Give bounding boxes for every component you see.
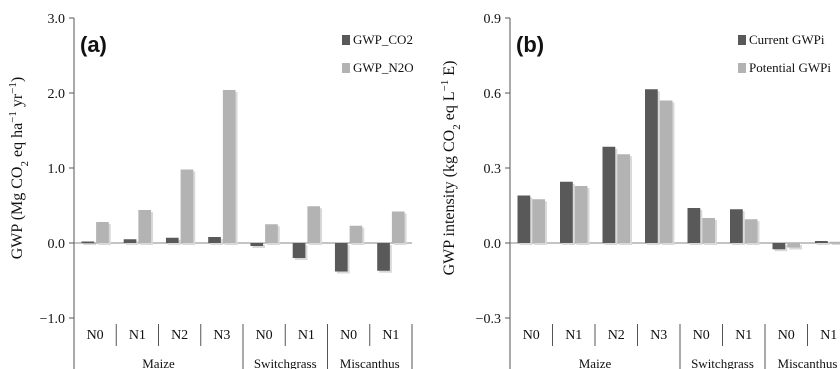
category-label: N3 (650, 328, 667, 343)
bar-potential-gwpi (787, 243, 800, 248)
group-label: Switchgrass (691, 356, 754, 369)
legend-swatch (738, 63, 746, 73)
category-label: N1 (565, 328, 582, 343)
legend-label: Current GWPi (749, 32, 825, 47)
bar-shadow (83, 243, 97, 245)
bar-gwp-co2 (165, 237, 179, 243)
bar-gwp-n2o (349, 225, 363, 243)
group-label: Miscanthus (340, 356, 400, 369)
legend-label: Potential GWPi (749, 60, 831, 75)
bar-gwp-co2 (208, 237, 221, 243)
bar-gwp-n2o (391, 211, 405, 243)
legend-label: GWP_N2O (353, 60, 414, 75)
bar-shadow (252, 245, 266, 248)
group-label: Miscanthus (778, 356, 838, 369)
legend-swatch (342, 35, 350, 45)
category-label: N0 (693, 328, 710, 343)
bar-current-gwpi (560, 181, 573, 243)
bar-shadow (817, 243, 830, 245)
y-tick-label: 2.0 (48, 87, 66, 102)
bar-shadow (125, 241, 139, 245)
bar-potential-gwpi (659, 100, 673, 243)
y-tick-label: 0.0 (484, 237, 502, 252)
category-label: N2 (608, 328, 625, 343)
category-label: N1 (298, 328, 315, 343)
bar-gwp-n2o (180, 169, 194, 243)
bar-potential-gwpi (617, 154, 630, 243)
bar-gwp-n2o (307, 206, 321, 243)
bar-potential-gwpi (532, 199, 545, 243)
bar-potential-gwpi (574, 186, 588, 243)
category-label: N3 (213, 328, 230, 343)
bar-potential-gwpi (744, 219, 758, 243)
legend-swatch (342, 63, 350, 73)
group-label: Maize (142, 356, 175, 369)
category-label: N1 (129, 328, 146, 343)
y-tick-label: 0.6 (484, 87, 502, 102)
category-label: N1 (735, 328, 752, 343)
chart-panel-2: −0.3 0.0 0.3 0.6 0.9 N0 N1 N2 N3 N0 N1 N0 N1 Maize Swi… (439, 12, 840, 369)
bar-gwp-co2 (123, 239, 137, 243)
y-axis-label: GWP (Mg CO2 eq ha−1 yr−1) (7, 77, 31, 260)
y-tick-label: −0.3 (476, 312, 501, 327)
category-label: N2 (171, 328, 188, 343)
panel-label: (b) (516, 32, 544, 57)
bar-current-gwpi (687, 208, 701, 243)
y-tick-label: −1.0 (40, 312, 65, 327)
panel-label: (a) (80, 32, 107, 57)
y-tick-label: 1.0 (48, 162, 66, 177)
bar-gwp-co2 (81, 241, 95, 243)
bar-gwp-co2 (292, 243, 306, 258)
bar-current-gwpi (730, 209, 743, 243)
bar-gwp-n2o (138, 210, 152, 243)
y-tick-label: 3.0 (48, 12, 66, 27)
category-label: N0 (523, 328, 540, 343)
bar-gwp-co2 (377, 243, 390, 271)
group-label: Switchgrass (254, 356, 317, 369)
bar-gwp-n2o (96, 222, 109, 243)
bar-potential-gwpi (829, 241, 840, 243)
bar-gwp-co2 (334, 243, 348, 272)
bar-shadow (831, 243, 840, 245)
y-tick-label: 0.0 (48, 237, 66, 252)
chart-panel-1: −1.0 0.0 1.0 2.0 3.0 N0 N1 N2 N3 N0 N1 N0 N1 Maize Swi… (7, 12, 414, 369)
bar-gwp-n2o (222, 90, 236, 243)
bar-current-gwpi (602, 146, 616, 243)
category-label: N1 (820, 328, 837, 343)
bar-current-gwpi (772, 243, 786, 250)
y-axis-label: GWP intensity (kg CO2 eq L−1 E) (439, 61, 463, 276)
legend-label: GWP_CO2 (353, 32, 413, 47)
category-label: N0 (340, 328, 357, 343)
bar-current-gwpi (517, 195, 531, 243)
y-tick-label: 0.3 (484, 162, 502, 177)
bar-current-gwpi (645, 89, 658, 243)
category-label: N0 (87, 328, 104, 343)
bar-gwp-co2 (250, 243, 264, 246)
bar-gwp-n2o (265, 224, 278, 243)
category-label: N1 (382, 328, 399, 343)
legend-swatch (738, 35, 746, 45)
group-label: Maize (579, 356, 612, 369)
category-label: N0 (256, 328, 273, 343)
category-label: N0 (778, 328, 795, 343)
bar-potential-gwpi (702, 218, 715, 243)
y-tick-label: 0.9 (484, 12, 502, 27)
bar-current-gwpi (815, 241, 828, 243)
